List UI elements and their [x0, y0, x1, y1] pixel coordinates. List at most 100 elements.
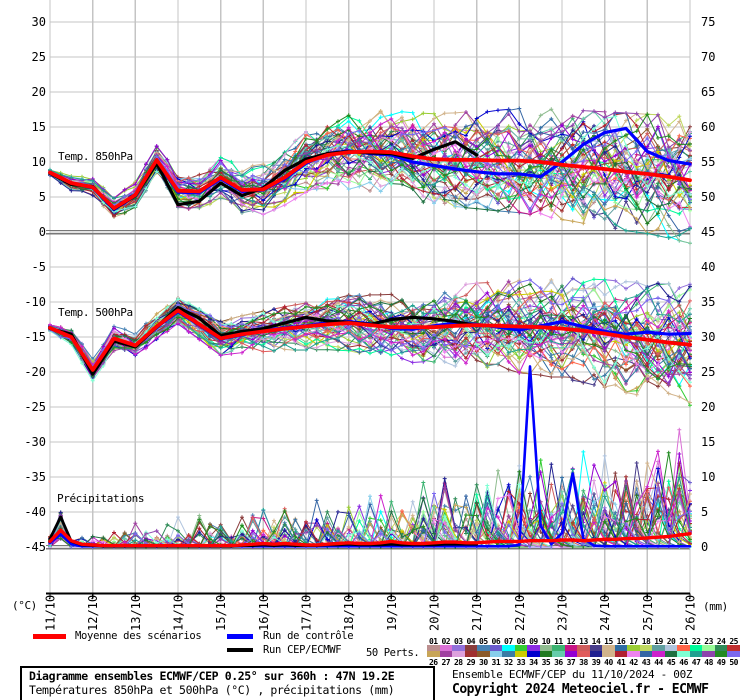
diagram-subtitle: Températures 850hPa et 500hPa (°C) , pré… — [29, 683, 395, 697]
copyright-label: Copyright 2024 Meteociel.fr - ECMWF — [452, 682, 709, 697]
y-axis-label-right: 45 — [701, 225, 715, 239]
pert-number: 50 — [729, 658, 738, 667]
y-axis-label-right: 20 — [701, 400, 715, 414]
legend-perts-count-label: 50 Perts. — [366, 647, 420, 659]
pert-number: 43 — [641, 658, 651, 667]
pert-color-swatch — [539, 645, 553, 651]
pert-number: 23 — [704, 637, 713, 646]
pert-color-swatch — [564, 645, 578, 651]
pert-numbers-bottom-row: 26 27 28 29 30 31 32 33 34 35 36 37 38 39 40 41 42 43 44 45… — [427, 658, 740, 667]
y-axis-label-left: 25 — [32, 50, 46, 64]
y-axis-label-left: 20 — [32, 85, 46, 99]
pert-number: 26 — [428, 658, 438, 667]
y-axis-label-left: 30 — [32, 15, 46, 29]
pert-number: 13 — [579, 637, 588, 646]
hres-run-500 — [48, 306, 479, 376]
pert-number: 12 — [566, 637, 576, 646]
pert-color-swatch — [464, 645, 478, 651]
x-axis-date-label: 14/10 — [172, 595, 186, 631]
y-axis-label-left: -15 — [24, 330, 46, 344]
y-axis-label-left: -40 — [24, 505, 46, 519]
pert-number: 11 — [554, 637, 563, 646]
pert-color-swatch — [564, 651, 578, 657]
x-axis-date-label: 21/10 — [470, 595, 484, 631]
pert-color-swatch — [539, 651, 553, 657]
pert-number: 10 — [541, 637, 551, 646]
pert-color-swatch — [439, 645, 453, 651]
pert-color-swatch — [627, 645, 640, 651]
pert-color-swatch — [702, 645, 715, 651]
pert-number: 38 — [579, 658, 588, 667]
pert-color-swatch — [502, 651, 515, 657]
pert-number: 25 — [729, 637, 738, 646]
y-axis-label-right: 25 — [701, 365, 715, 379]
pert-number: 45 — [666, 658, 676, 667]
pert-number: 35 — [541, 658, 551, 667]
pert-number: 05 — [479, 637, 488, 646]
pert-color-swatch — [714, 651, 728, 657]
pert-number: 03 — [453, 637, 463, 646]
pert-number: 41 — [616, 658, 626, 667]
pert-color-swatch — [602, 651, 615, 657]
pert-number: 17 — [629, 637, 638, 646]
panel-label-precipitation: Précipitations — [57, 492, 145, 505]
pert-color-swatch — [639, 651, 653, 657]
pert-color-swatch — [614, 651, 628, 657]
pert-number: 04 — [466, 637, 476, 646]
pert-number: 15 — [604, 637, 613, 646]
x-axis-date-label: 22/10 — [513, 595, 527, 631]
pert-number: 18 — [641, 637, 651, 646]
pert-number: 22 — [691, 637, 701, 646]
pert-color-swatch — [614, 645, 628, 651]
pert-color-swatch — [589, 645, 603, 651]
pert-number: 16 — [616, 637, 626, 646]
pert-number: 36 — [554, 658, 563, 667]
pert-color-swatch — [689, 645, 703, 651]
pert-color-swatch — [489, 645, 503, 651]
y-axis-label-right: 55 — [701, 155, 715, 169]
pert-number: 48 — [704, 658, 713, 667]
x-axis-date-label: 25/10 — [641, 595, 655, 631]
pert-number: 44 — [654, 658, 663, 667]
y-axis-label-right: 0 — [701, 540, 708, 554]
pert-number: 20 — [666, 637, 676, 646]
x-axis-date-label: 26/10 — [684, 595, 698, 631]
pert-number: 40 — [604, 658, 613, 667]
y-axis-unit-celsius: (°C) — [12, 599, 37, 612]
pert-number: 32 — [504, 658, 513, 667]
diagram-title: Diagramme ensembles ECMWF/CEP 0.25° sur … — [29, 669, 395, 683]
ensemble-mean-precip — [48, 528, 692, 548]
y-axis-label-right: 10 — [701, 470, 715, 484]
y-axis-label-right: 50 — [701, 190, 715, 204]
pert-number: 34 — [529, 658, 538, 667]
pert-color-swatch — [477, 645, 490, 651]
y-axis-label-right: 60 — [701, 120, 715, 134]
pert-number: 28 — [453, 658, 463, 667]
pert-number: 14 — [591, 637, 601, 646]
pert-number: 01 — [428, 637, 438, 646]
pert-color-swatch — [602, 645, 615, 651]
pert-color-swatch — [664, 645, 678, 651]
pert-color-swatch — [677, 645, 690, 651]
pert-color-swatch-grid — [427, 645, 740, 657]
pert-color-swatch — [514, 651, 528, 657]
x-axis-date-label: 11/10 — [44, 595, 58, 631]
pert-number: 39 — [591, 658, 601, 667]
pert-color-swatch — [639, 645, 653, 651]
pert-color-swatch — [664, 651, 678, 657]
pert-number: 49 — [716, 658, 726, 667]
y-axis-label-right: 75 — [701, 15, 715, 29]
legend-hres-label: Run CEP/ECMWF — [263, 644, 342, 656]
pert-number: 09 — [529, 637, 538, 646]
y-axis-label-left: -25 — [24, 400, 46, 414]
legend-mean-line-swatch — [33, 634, 66, 639]
pert-color-swatch — [577, 651, 590, 657]
pert-color-swatch — [689, 651, 703, 657]
pert-number: 29 — [466, 658, 476, 667]
pert-number: 06 — [491, 637, 501, 646]
x-axis-date-label: 24/10 — [598, 595, 612, 631]
pert-number: 33 — [516, 658, 526, 667]
x-axis-date-label: 18/10 — [342, 595, 356, 631]
x-axis-date-label: 15/10 — [214, 595, 228, 631]
